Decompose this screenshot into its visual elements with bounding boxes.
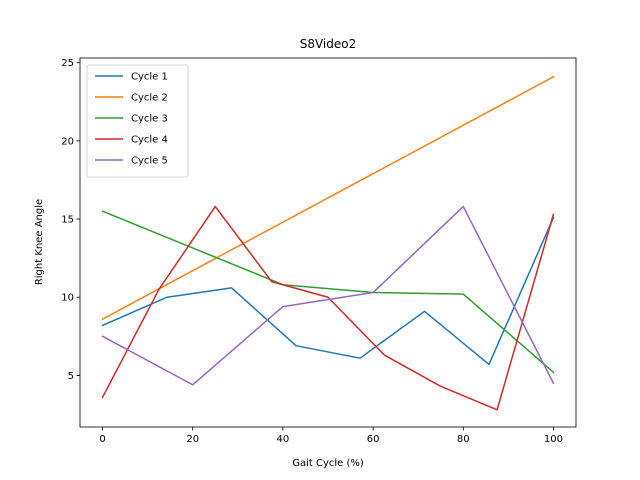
legend-label-cycle-5: Cycle 5 <box>131 156 168 167</box>
axes <box>79 57 577 428</box>
y-tick-label: 20 <box>61 136 74 147</box>
series-line-cycle-4 <box>101 205 555 411</box>
x-tick-label: 80 <box>457 434 470 445</box>
legend-label-cycle-3: Cycle 3 <box>131 114 168 125</box>
y-axis-label: Right Knee Angle <box>34 199 45 285</box>
chart-title: S8Video2 <box>300 37 357 51</box>
series-line-cycle-5 <box>101 205 555 386</box>
plot-frame <box>79 57 577 428</box>
y-tick-label: 5 <box>68 371 74 382</box>
x-tick-label: 20 <box>186 434 199 445</box>
x-tick-label: 40 <box>277 434 290 445</box>
legend-label-cycle-4: Cycle 4 <box>131 135 168 146</box>
series-line-cycle-3 <box>101 210 555 374</box>
series-line-cycle-2 <box>101 75 555 321</box>
legend-label-cycle-1: Cycle 1 <box>131 72 168 83</box>
x-axis-label: Gait Cycle (%) <box>292 458 364 469</box>
series-line-cycle-1 <box>101 216 555 366</box>
series-lines <box>101 75 555 411</box>
legend-box <box>86 64 189 178</box>
y-tick-label: 10 <box>61 293 74 304</box>
y-tick-label: 25 <box>61 58 74 69</box>
legend: Cycle 1 Cycle 2 Cycle 3 Cycle 4 Cycle 5 <box>86 64 189 178</box>
ticks: 0 20 40 60 80 100 5 10 15 20 25 <box>61 58 563 445</box>
x-tick-label: 60 <box>367 434 380 445</box>
y-tick-label: 15 <box>61 215 74 226</box>
x-tick-label: 100 <box>544 434 563 445</box>
legend-label-cycle-2: Cycle 2 <box>131 93 168 104</box>
x-tick-label: 0 <box>99 434 105 445</box>
